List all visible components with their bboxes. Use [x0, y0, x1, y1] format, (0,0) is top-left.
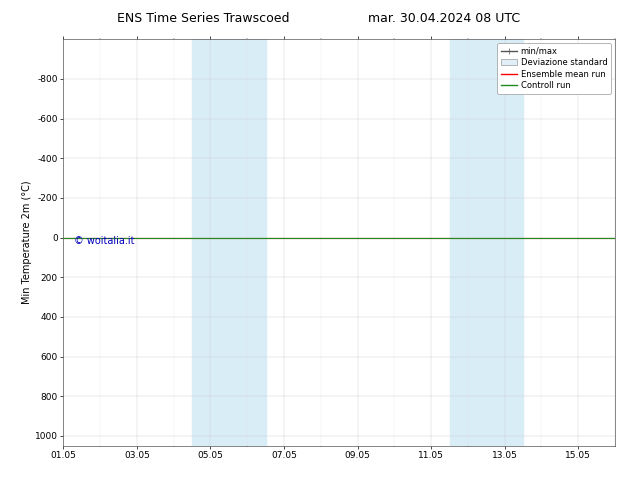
Bar [450, 39, 523, 446]
Text: mar. 30.04.2024 08 UTC: mar. 30.04.2024 08 UTC [368, 12, 520, 25]
Bar [192, 39, 266, 446]
Text: © woitalia.it: © woitalia.it [74, 236, 135, 245]
Text: ENS Time Series Trawscoed: ENS Time Series Trawscoed [117, 12, 289, 25]
Legend: min/max, Deviazione standard, Ensemble mean run, Controll run: min/max, Deviazione standard, Ensemble m… [498, 44, 611, 94]
Y-axis label: Min Temperature 2m (°C): Min Temperature 2m (°C) [22, 181, 32, 304]
